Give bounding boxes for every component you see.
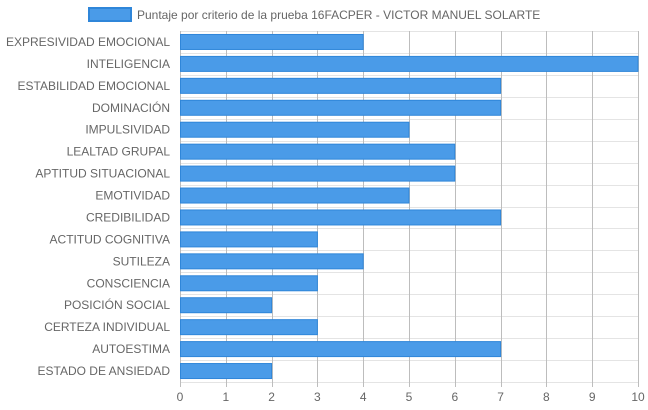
bar[interactable] [180, 319, 318, 336]
x-tick-label: 9 [589, 390, 596, 404]
bar[interactable] [180, 187, 410, 204]
x-axis-labels: 0 1 2 3 4 5 6 7 8 9 10 [177, 390, 645, 404]
category-label: EMOTIVIDAD [95, 189, 170, 203]
legend[interactable]: Puntaje por criterio de la prueba 16FACP… [88, 7, 540, 22]
bar[interactable] [180, 165, 456, 182]
category-label: APTITUD SITUACIONAL [35, 167, 170, 181]
category-label: IMPULSIVIDAD [85, 123, 170, 137]
x-tick-label: 3 [314, 390, 321, 404]
bar[interactable] [180, 77, 502, 94]
category-label: LEALTAD GRUPAL [67, 145, 171, 159]
x-tick-label: 10 [631, 390, 645, 404]
category-label: AUTOESTIMA [92, 342, 170, 356]
category-label: INTELIGENCIA [87, 57, 170, 71]
bar[interactable] [180, 209, 502, 226]
bar[interactable] [180, 99, 502, 116]
x-tick-label: 0 [177, 390, 184, 404]
x-tick-label: 6 [451, 390, 458, 404]
bar[interactable] [180, 363, 273, 380]
x-tick-label: 4 [360, 390, 367, 404]
category-label: EXPRESIVIDAD EMOCIONAL [6, 35, 170, 49]
legend-label: Puntaje por criterio de la prueba 16FACP… [137, 8, 540, 22]
category-label: CONSCIENCIA [87, 276, 170, 290]
bars [180, 33, 639, 380]
bar[interactable] [180, 253, 364, 270]
bar[interactable] [180, 121, 410, 138]
category-label: CERTEZA INDIVIDUAL [44, 320, 170, 334]
category-label: ESTADO DE ANSIEDAD [38, 364, 171, 378]
bar[interactable] [180, 55, 639, 72]
category-label: ACTITUD COGNITIVA [50, 232, 170, 246]
x-tick-label: 1 [222, 390, 229, 404]
category-label: POSICIÓN SOCIAL [64, 297, 170, 312]
bar[interactable] [180, 275, 318, 292]
bar[interactable] [180, 297, 273, 314]
category-label: SUTILEZA [113, 254, 170, 268]
x-tick-label: 8 [543, 390, 550, 404]
x-tick-label: 5 [406, 390, 413, 404]
bar[interactable] [180, 231, 318, 248]
bar[interactable] [180, 341, 502, 358]
x-tick-label: 7 [497, 390, 504, 404]
bar[interactable] [180, 33, 364, 50]
y-axis-labels: EXPRESIVIDAD EMOCIONAL INTELIGENCIA ESTABI… [6, 35, 170, 378]
category-label: ESTABILIDAD EMOCIONAL [18, 79, 171, 93]
category-label: DOMINACIÓN [92, 100, 170, 115]
bar[interactable] [180, 143, 456, 160]
x-tick-label: 2 [268, 390, 275, 404]
legend-swatch [88, 7, 132, 22]
grid [180, 31, 639, 387]
category-label: CREDIBILIDAD [86, 210, 170, 224]
